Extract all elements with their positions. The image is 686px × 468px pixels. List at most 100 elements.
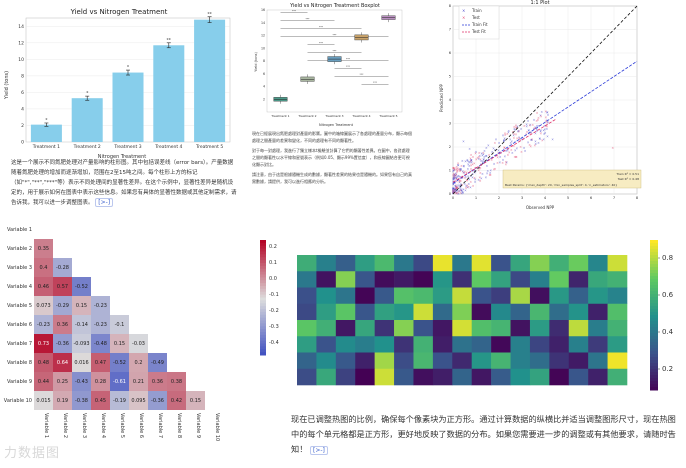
heatmap-cell — [607, 320, 628, 337]
test-point: × — [518, 136, 521, 140]
test-point: × — [474, 166, 477, 170]
correlation-value: -0.38 — [75, 398, 88, 404]
test-point: × — [545, 119, 548, 123]
correlation-colorbar-segment — [260, 300, 266, 304]
heatmap-regenerate-button[interactable]: [>-] — [310, 446, 328, 455]
viridis-colorbar-segment — [650, 291, 658, 295]
heatmap-cell — [316, 303, 337, 321]
bar-xtick-label: Treatment 5 — [195, 144, 223, 150]
viridis-colorbar-segment — [650, 333, 658, 337]
correlation-colorbar-segment — [260, 343, 266, 347]
scatter-ytick-label: 3 — [449, 122, 451, 126]
test-point: × — [516, 136, 519, 140]
viridis-colorbar-segment — [650, 240, 658, 244]
viridis-colorbar-segment — [650, 285, 658, 289]
variable-column-label: Variable 2 — [62, 413, 68, 438]
heatmap-cell — [355, 352, 375, 370]
correlation-value: -0.29 — [56, 303, 69, 309]
viridis-colorbar-segment — [650, 273, 658, 277]
train-point: × — [485, 146, 488, 150]
test-point: × — [455, 186, 458, 190]
test-point: × — [515, 155, 518, 159]
heatmap-cell — [549, 303, 570, 321]
train-point: × — [470, 158, 473, 162]
heatmap-cell — [549, 287, 570, 305]
test-point: × — [488, 153, 491, 157]
correlation-cell — [91, 315, 110, 334]
test-point: × — [456, 186, 459, 190]
heatmap-cell — [413, 255, 434, 272]
test-point: × — [513, 155, 516, 159]
train-point: × — [462, 187, 465, 191]
train-point: × — [477, 157, 480, 161]
train-point: × — [480, 159, 483, 163]
heatmap-cell — [491, 271, 511, 288]
bar-ytick-label: 10 — [18, 57, 24, 63]
train-point: × — [534, 142, 537, 146]
watermark: 力数据图 — [4, 442, 60, 461]
regenerate-button[interactable]: [>-] — [95, 198, 114, 207]
heatmap-cell — [588, 255, 608, 272]
train-point: × — [510, 140, 513, 144]
train-point: × — [459, 186, 462, 190]
test-point: × — [458, 190, 461, 194]
test-point: × — [459, 179, 462, 183]
heatmap-cell — [316, 336, 337, 353]
variable-column-label: Variable 4 — [100, 413, 106, 438]
train-point: × — [452, 189, 455, 193]
test-point: × — [530, 138, 533, 142]
test-point: × — [478, 175, 481, 179]
bar-chart-description-text: 这是一个展示不同氮肥处理对产量影响的柱形图。其中包括误差线（error bars… — [11, 160, 237, 206]
train-point: × — [455, 177, 458, 181]
train-point: × — [462, 164, 465, 168]
train-point: × — [455, 191, 458, 195]
correlation-cell — [167, 391, 186, 410]
heatmap-cell — [529, 336, 550, 353]
heatmap-cell — [607, 287, 628, 305]
train-point: × — [503, 136, 506, 140]
train-point: × — [507, 130, 510, 134]
test-point: × — [452, 191, 455, 195]
bar-chart-title: Yield vs Nitrogen Treatment — [70, 8, 168, 16]
train-point: × — [452, 170, 455, 174]
bar-xtick-label: Treatment 1 — [32, 144, 60, 150]
test-point: × — [537, 116, 540, 120]
test-point: × — [523, 124, 526, 128]
heatmap-cell — [607, 352, 628, 370]
test-point: × — [458, 168, 461, 172]
correlation-cell — [72, 315, 91, 334]
heatmap-cell — [452, 303, 473, 321]
heatmap-cell — [549, 255, 570, 272]
train-point: × — [466, 158, 469, 162]
scatter-panel: 1:1 Plot Predicted NPP Observed NPP 0 1 2 3… — [427, 0, 645, 210]
train-point: × — [456, 175, 459, 179]
heatmap-cell — [491, 303, 511, 321]
heatmap-cell — [413, 320, 434, 337]
viridis-colorbar-segment — [650, 330, 658, 334]
heatmap-cell — [335, 287, 356, 305]
bar — [30, 124, 62, 142]
heatmap-cell — [568, 271, 589, 288]
boxplot-panel: Yield vs Nitrogen Treatment Boxplot Yiel… — [247, 0, 405, 128]
heatmap-cell — [529, 320, 550, 337]
train-point: × — [480, 176, 483, 180]
correlation-value: 0.15 — [76, 303, 87, 309]
viridis-colorbar-segment — [650, 255, 658, 259]
correlation-value: 0.46 — [38, 284, 49, 290]
correlation-value: 0.015 — [36, 398, 50, 404]
bar-ytick-label: 8 — [21, 73, 24, 79]
bar-ytick-label: 0 — [21, 140, 24, 146]
heatmap-cell — [316, 320, 337, 337]
heatmap-cell — [355, 320, 375, 337]
correlation-value: 0.19 — [57, 398, 68, 404]
variable-column-label: Variable 3 — [81, 413, 87, 438]
viridis-colorbar-segment — [650, 378, 658, 382]
box-ytick-label: 8 — [263, 59, 265, 63]
correlation-colorbar-segment — [260, 280, 266, 284]
variable-row-label: Variable 6 — [7, 322, 32, 328]
correlation-value: -0.52 — [113, 360, 126, 366]
correlation-colorbar-segment — [260, 349, 266, 353]
correlation-colorbar-segment — [260, 254, 266, 258]
correlation-cell — [91, 391, 110, 410]
test-point: × — [501, 161, 504, 165]
